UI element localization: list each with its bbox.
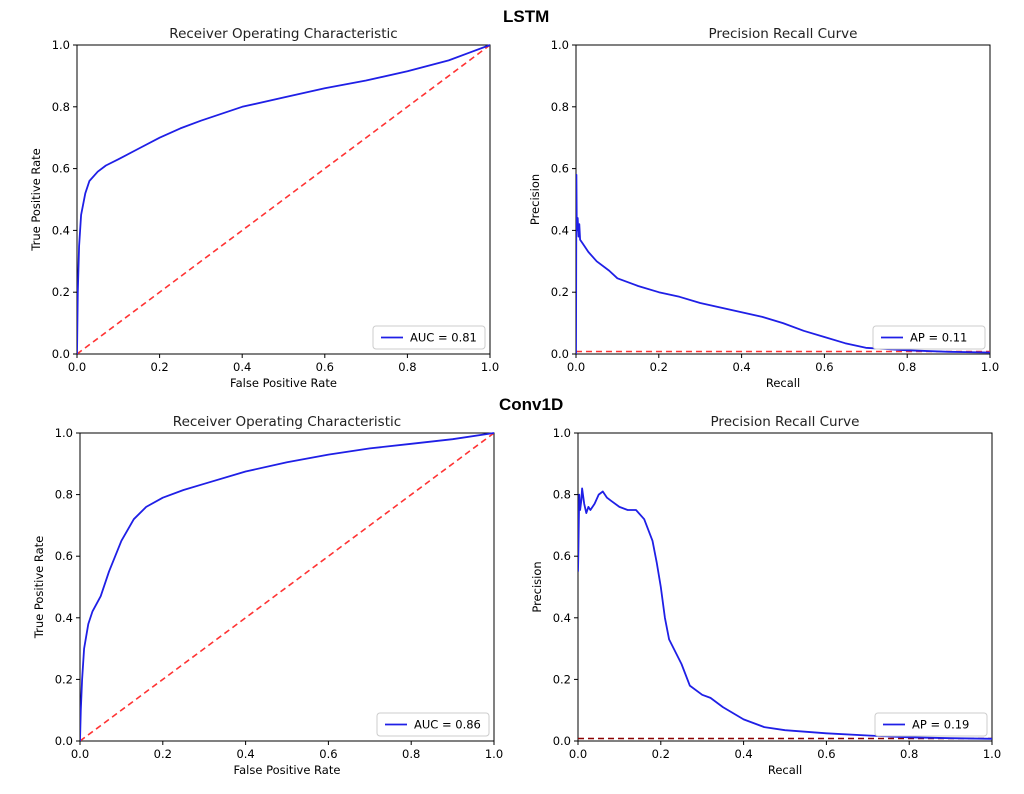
chart-3-y-axis-label: True Positive Rate	[32, 536, 46, 639]
chart-3-x-tick-label: 1.0	[485, 747, 503, 761]
chart-2-y-tick-label: 0.4	[551, 223, 569, 237]
chart-2-x-tick-label: 0.6	[815, 360, 833, 374]
chart-1-y-tick-label: 0.0	[52, 347, 70, 361]
chart-2-y-tick-label: 0.2	[551, 285, 569, 299]
chart-3-y-tick-label: 0.0	[55, 734, 73, 748]
chart-4-x-tick-label: 0.8	[900, 747, 918, 761]
chart-3-x-tick-label: 0.6	[319, 747, 337, 761]
chart-1-reference-line	[77, 44, 490, 354]
chart-2-title: Precision Recall Curve	[709, 26, 858, 42]
chart-1-x-tick-label: 0.4	[233, 360, 251, 374]
chart-2-x-tick-label: 0.8	[898, 360, 916, 374]
chart-1-y-tick-label: 0.6	[52, 162, 70, 176]
chart-1-x-tick-label: 0.6	[316, 360, 334, 374]
chart-3-legend-box	[376, 712, 490, 737]
chart-3-reference-line	[80, 432, 494, 741]
chart-3-series-line	[80, 432, 494, 741]
chart-3-legend-label: AUC = 0.86	[414, 718, 481, 732]
chart-1-x-tick-label: 0.8	[398, 360, 416, 374]
chart-4-y-tick-label: 0.2	[553, 672, 571, 686]
chart-2-y-tick-label: 0.0	[551, 347, 569, 361]
chart-3-title: Receiver Operating Characteristic	[173, 414, 401, 430]
chart-4-series-line	[578, 487, 992, 740]
chart-4-x-axis-label: Recall	[768, 763, 802, 777]
chart-1-x-tick-label: 1.0	[481, 360, 499, 374]
chart-3-y-tick-label: 0.8	[55, 488, 73, 502]
chart-4-plot-area	[577, 432, 993, 742]
chart-1-y-tick-label: 0.4	[52, 223, 70, 237]
chart-2-x-axis-label: Recall	[766, 376, 800, 390]
chart-1-y-axis-label: True Positive Rate	[29, 148, 43, 251]
chart-2-y-tick-label: 1.0	[551, 38, 569, 52]
chart-4-x-tick-label: 0.6	[817, 747, 835, 761]
chart-1-title: Receiver Operating Characteristic	[169, 26, 397, 42]
chart-4-y-tick-label: 0.4	[553, 611, 571, 625]
chart-3-x-tick-label: 0.8	[402, 747, 420, 761]
chart-1-y-tick-label: 1.0	[52, 38, 70, 52]
chart-3-y-tick-label: 0.6	[55, 549, 73, 563]
chart-4-y-tick-label: 0.8	[553, 488, 571, 502]
chart-4-y-axis-label: Precision	[530, 561, 544, 612]
chart-2-x-tick-label: 0.0	[567, 360, 585, 374]
chart-4-y-tick-label: 0.0	[553, 734, 571, 748]
chart-4-legend-label: AP = 0.19	[912, 718, 969, 732]
chart-1-plot-area	[76, 44, 491, 355]
chart-2-y-axis-label: Precision	[528, 174, 542, 225]
section-title-lstm: LSTM	[503, 7, 550, 26]
chart-1-y-tick-label: 0.8	[52, 100, 70, 114]
chart-4-x-tick-label: 0.2	[652, 747, 670, 761]
chart-3-y-tick-label: 0.4	[55, 611, 73, 625]
chart-2-x-tick-label: 1.0	[981, 360, 999, 374]
section-title-conv1d: Conv1D	[499, 395, 564, 414]
chart-2-legend-box	[872, 325, 986, 350]
chart-4-y-tick-label: 0.6	[553, 549, 571, 563]
chart-2-legend-label: AP = 0.11	[910, 331, 967, 345]
chart-3-x-tick-label: 0.0	[71, 747, 89, 761]
chart-1-x-axis-label: False Positive Rate	[230, 376, 337, 390]
chart-3-x-axis-label: False Positive Rate	[234, 763, 341, 777]
chart-3-y-tick-label: 1.0	[55, 426, 73, 440]
chart-4-x-tick-label: 0.4	[734, 747, 752, 761]
chart-2-x-tick-label: 0.2	[650, 360, 668, 374]
chart-1-x-tick-label: 0.0	[68, 360, 86, 374]
chart-3-x-tick-label: 0.2	[154, 747, 172, 761]
chart-2-x-tick-label: 0.4	[732, 360, 750, 374]
chart-4-legend-box	[874, 712, 988, 737]
chart-1-y-tick-label: 0.2	[52, 285, 70, 299]
chart-1-legend-label: AUC = 0.81	[410, 331, 477, 345]
chart-1-legend-box	[372, 325, 486, 350]
chart-2-series-line	[576, 173, 990, 354]
chart-2-plot-area	[575, 44, 991, 355]
chart-3-y-tick-label: 0.2	[55, 672, 73, 686]
chart-4-x-tick-label: 1.0	[983, 747, 1001, 761]
chart-2-y-tick-label: 0.8	[551, 100, 569, 114]
chart-3-plot-area	[79, 432, 495, 742]
chart-1-series-line	[77, 44, 490, 354]
chart-4-y-tick-label: 1.0	[553, 426, 571, 440]
chart-4-title: Precision Recall Curve	[711, 414, 860, 430]
chart-2-y-tick-label: 0.6	[551, 162, 569, 176]
chart-3-x-tick-label: 0.4	[236, 747, 254, 761]
chart-1-x-tick-label: 0.2	[150, 360, 168, 374]
chart-4-x-tick-label: 0.0	[569, 747, 587, 761]
